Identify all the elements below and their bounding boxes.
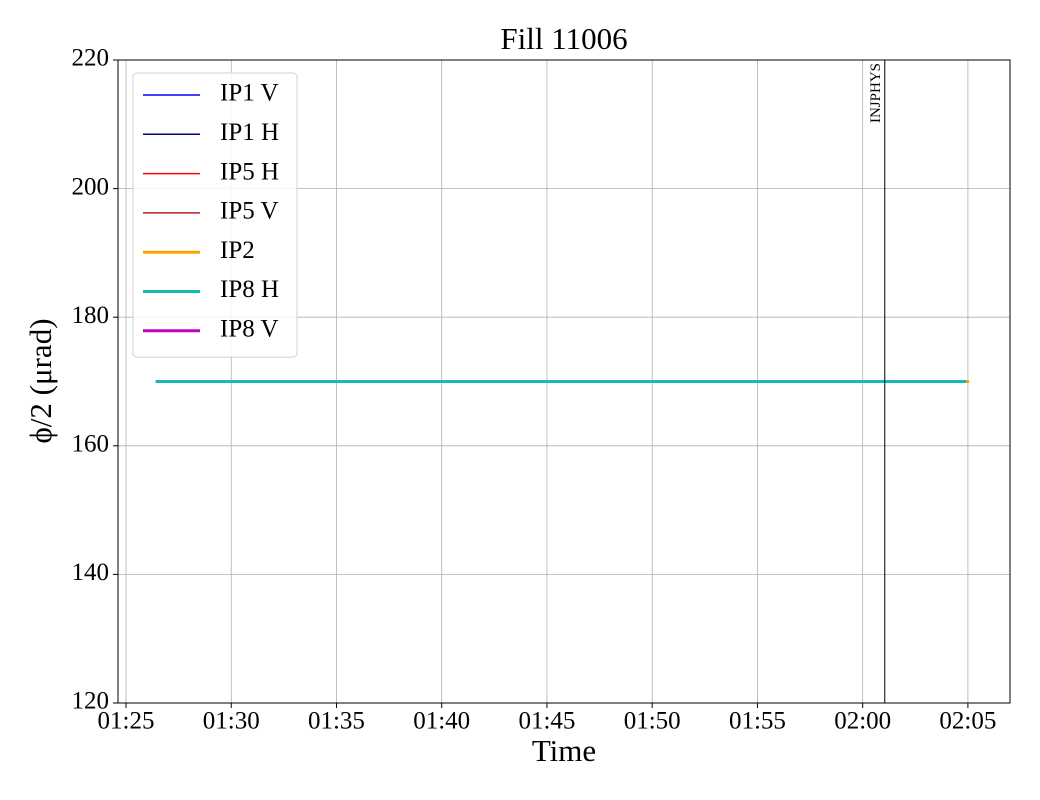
y-tick-label: 220 [72, 45, 110, 72]
axes-frame [117, 59, 1011, 704]
legend-label: IP5 H [220, 158, 279, 185]
y-axis-label: ϕ/2 (μrad) [23, 318, 58, 443]
legend-box [132, 72, 298, 358]
x-tick-label: 01:35 [308, 708, 365, 735]
legend-label: IP5 V [220, 198, 279, 225]
y-tick-label: 180 [72, 302, 110, 329]
y-tick-label: 140 [72, 559, 110, 586]
x-axis-label: Time [532, 733, 596, 768]
legend-label: IP1 H [220, 119, 279, 146]
y-tick-label: 120 [72, 688, 110, 715]
x-tick-label: 01:45 [518, 708, 575, 735]
legend-label: IP8 V [220, 316, 279, 343]
legend-label: IP1 V [220, 80, 279, 107]
legend-label: IP2 [220, 237, 255, 264]
y-tick-label: 200 [72, 173, 110, 200]
x-tick-label: 01:50 [624, 708, 681, 735]
event-label: INJPHYS [868, 63, 884, 123]
x-tick-label: 02:05 [939, 708, 996, 735]
x-tick-label: 01:30 [203, 708, 260, 735]
legend-label: IP8 H [220, 276, 279, 303]
x-tick-label: 02:00 [834, 708, 891, 735]
x-tick-label: 01:25 [98, 708, 155, 735]
y-tick-label: 160 [72, 431, 110, 458]
chart-title: Fill 11006 [500, 21, 627, 56]
x-tick-label: 01:40 [413, 708, 470, 735]
x-tick-label: 01:55 [729, 708, 786, 735]
